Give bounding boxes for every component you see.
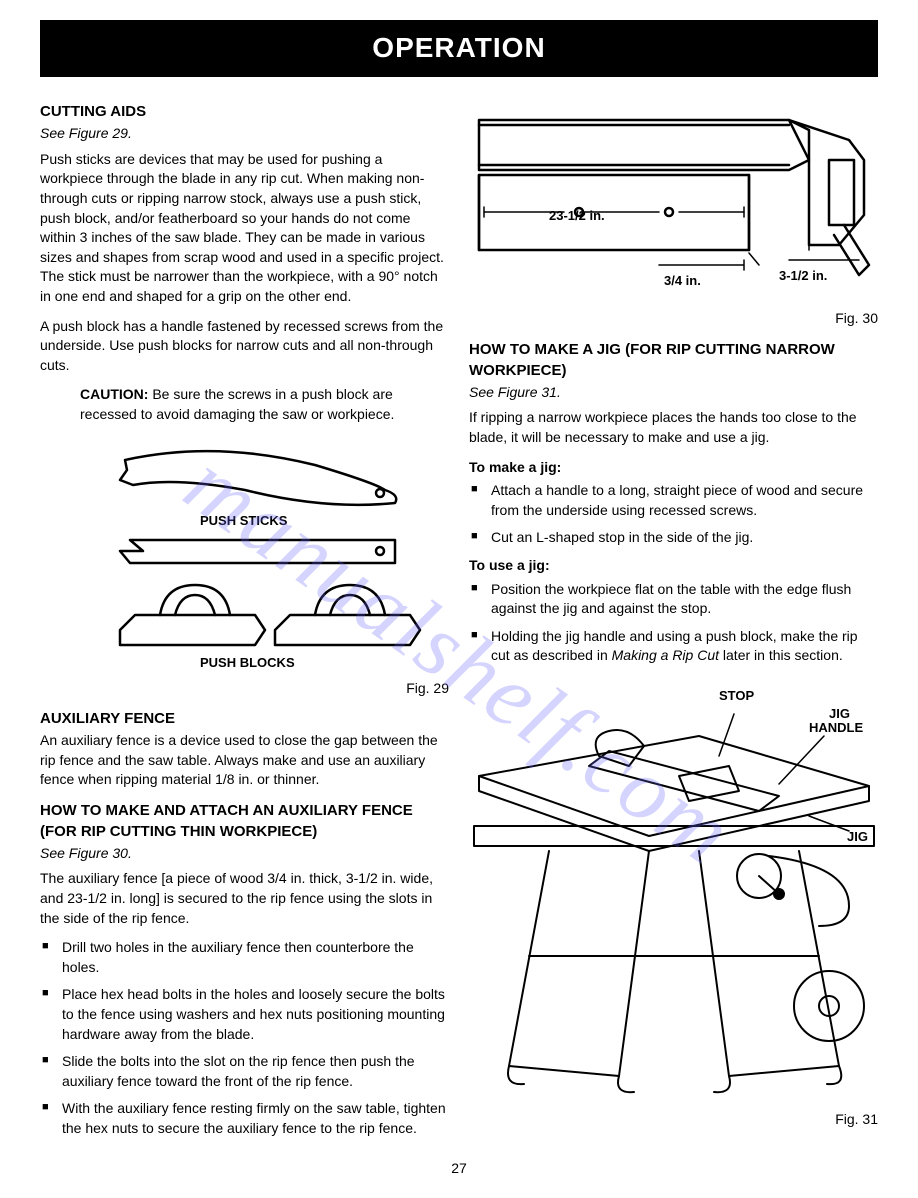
list-item: Slide the bolts into the slot on the rip… bbox=[40, 1052, 449, 1091]
fig29-blocks-label: PUSH BLOCKS bbox=[200, 655, 295, 670]
fig30-dim-34: 3/4 in. bbox=[664, 273, 701, 288]
caution-block: CAUTION: Be sure the screws in a push bl… bbox=[80, 385, 449, 424]
list-item: Place hex head bolts in the holes and lo… bbox=[40, 985, 449, 1044]
fig31-handle-label: JIGHANDLE bbox=[809, 706, 863, 735]
figure-31-caption: Fig. 31 bbox=[469, 1110, 878, 1130]
heading-cutting-aids: CUTTING AIDS bbox=[40, 101, 449, 122]
fig31-stop-label: STOP bbox=[719, 688, 754, 703]
figure-30-illustration: 23-1/2 in. 3/4 in. 3-1/2 in. bbox=[469, 105, 879, 305]
list-item: With the auxiliary fence resting firmly … bbox=[40, 1099, 449, 1138]
see-figure-31: See Figure 31. bbox=[469, 383, 878, 403]
para-aux-fence-dims: The auxiliary fence [a piece of wood 3/4… bbox=[40, 869, 449, 928]
figure-31-illustration: STOP JIGHANDLE JIG bbox=[469, 676, 879, 1106]
use-jig-steps: Position the workpiece flat on the table… bbox=[469, 580, 878, 666]
list-item: Cut an L-shaped stop in the side of the … bbox=[469, 528, 878, 548]
left-column: CUTTING AIDS See Figure 29. Push sticks … bbox=[40, 95, 449, 1146]
heading-aux-fence: AUXILIARY FENCE bbox=[40, 708, 449, 729]
caution-label: CAUTION: bbox=[80, 386, 148, 402]
page-banner: OPERATION bbox=[40, 20, 878, 77]
heading-make-jig: HOW TO MAKE A JIG (FOR RIP CUTTING NARRO… bbox=[469, 339, 878, 381]
list-item: Holding the jig handle and using a push … bbox=[469, 627, 878, 666]
figure-29-illustration: PUSH STICKS PUSH BLOCKS bbox=[65, 435, 425, 675]
make-jig-steps: Attach a handle to a long, straight piec… bbox=[469, 481, 878, 548]
fig30-dim-312: 3-1/2 in. bbox=[779, 268, 827, 283]
fig29-sticks-label: PUSH STICKS bbox=[200, 513, 288, 528]
fig30-dim-23: 23-1/2 in. bbox=[549, 208, 605, 223]
list-item: Drill two holes in the auxiliary fence t… bbox=[40, 938, 449, 977]
list-item: Position the workpiece flat on the table… bbox=[469, 580, 878, 619]
figure-29-caption: Fig. 29 bbox=[40, 679, 449, 699]
aux-fence-steps: Drill two holes in the auxiliary fence t… bbox=[40, 938, 449, 1138]
right-column: 23-1/2 in. 3/4 in. 3-1/2 in. Fig. 30 HOW… bbox=[469, 95, 878, 1146]
para-jig-intro: If ripping a narrow workpiece places the… bbox=[469, 408, 878, 447]
list-item: Attach a handle to a long, straight piec… bbox=[469, 481, 878, 520]
heading-make-aux-fence: HOW TO MAKE AND ATTACH AN AUXILIARY FENC… bbox=[40, 800, 449, 842]
fig31-jig-label: JIG bbox=[847, 829, 868, 844]
subhead-make-jig: To make a jig: bbox=[469, 458, 878, 478]
para-push-sticks: Push sticks are devices that may be used… bbox=[40, 150, 449, 307]
see-figure-29: See Figure 29. bbox=[40, 124, 449, 144]
para-push-block: A push block has a handle fastened by re… bbox=[40, 317, 449, 376]
subhead-use-jig: To use a jig: bbox=[469, 556, 878, 576]
figure-30-caption: Fig. 30 bbox=[469, 309, 878, 329]
use-jig-text-c: later in this section. bbox=[723, 647, 843, 663]
see-figure-30: See Figure 30. bbox=[40, 844, 449, 864]
para-aux-fence: An auxiliary fence is a device used to c… bbox=[40, 731, 449, 790]
page-number: 27 bbox=[40, 1159, 878, 1179]
use-jig-text-italic: Making a Rip Cut bbox=[612, 647, 723, 663]
content-columns: CUTTING AIDS See Figure 29. Push sticks … bbox=[40, 95, 878, 1146]
